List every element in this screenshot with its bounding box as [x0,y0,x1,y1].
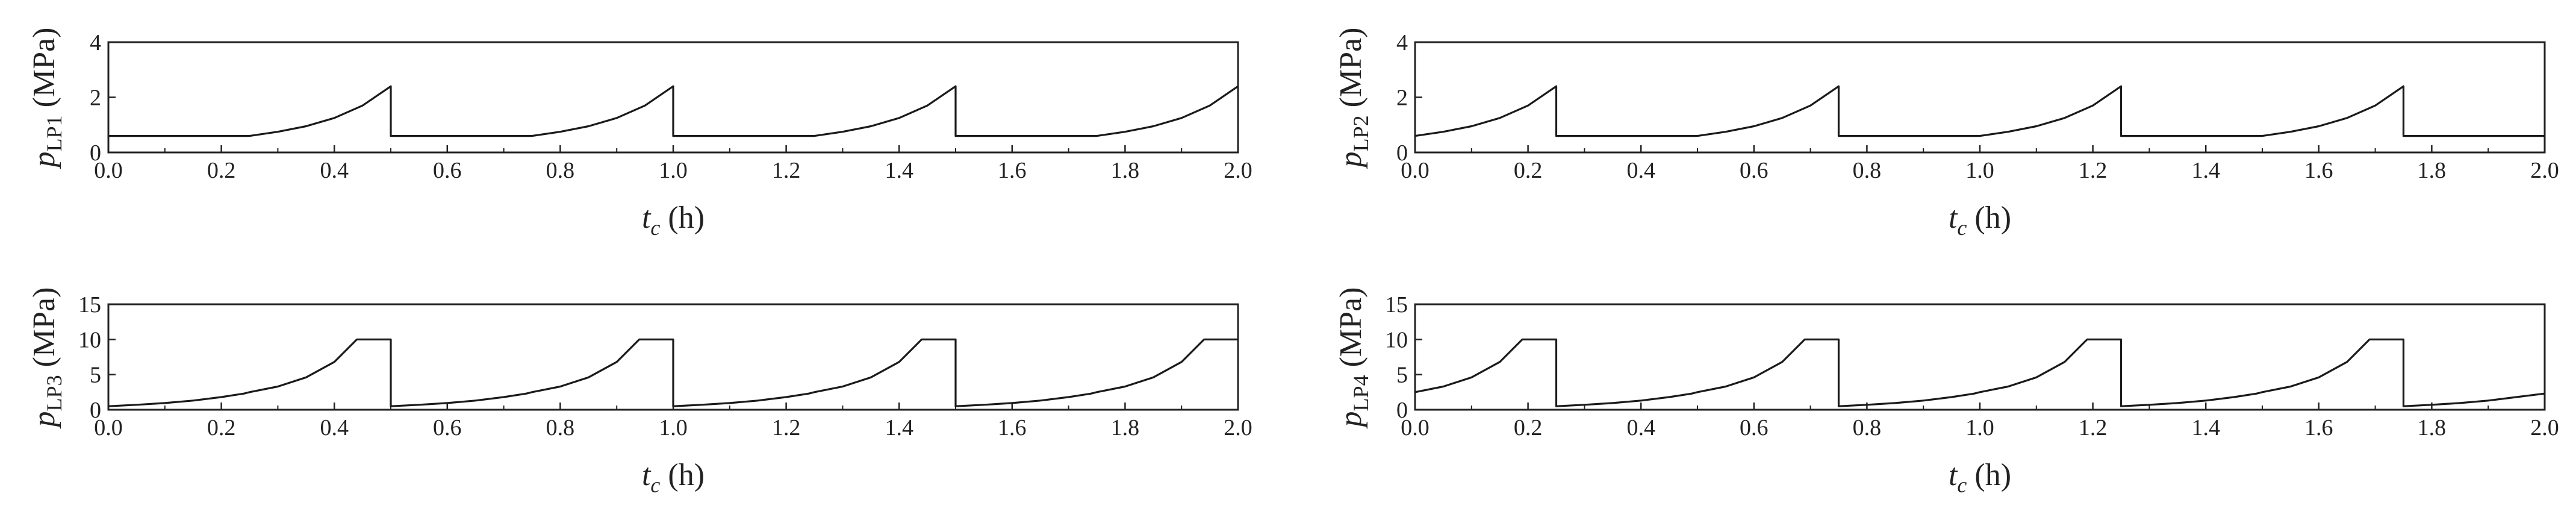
x-tick-label: 1.6 [998,158,1027,183]
x-tick-label: 0.4 [1626,415,1655,440]
x-tick-label: 0.0 [94,415,123,440]
y-tick-label: 5 [1396,363,1408,388]
x-tick-label: 0.6 [1740,415,1769,440]
y-tick-label: 4 [90,30,101,55]
y-tick-label: 10 [78,327,101,352]
x-tick-label: 2.0 [1224,415,1252,440]
x-tick-label: 1.4 [2191,158,2220,183]
x-axis-label: tc (h) [1949,458,2011,497]
x-tick-label: 0.8 [1853,158,1882,183]
chart-panel-2: 0.0 0.2 0.4 0.6 0.8 1.0 1.2 1.4 1.6 1.8 2.0 0 2 4 tc (… [1334,28,2559,240]
x-tick-label: 0.4 [320,415,349,440]
x-tick-label: 1.4 [885,158,913,183]
x-tick-label: 0.2 [1514,158,1543,183]
x-axis-label: tc (h) [642,201,705,240]
x-tick-label: 0.0 [94,158,123,183]
x-tick-label: 1.8 [1111,158,1140,183]
x-tick-label: 0.6 [1740,158,1769,183]
x-tick-label: 1.2 [772,158,801,183]
x-tick-label: 2.0 [1224,158,1252,183]
x-axis-label: tc (h) [1949,201,2011,240]
x-tick-label: 1.8 [2418,415,2447,440]
x-tick-label: 0.8 [1853,415,1882,440]
x-tick-label: 0.4 [320,158,349,183]
x-tick-label: 1.0 [1965,158,1994,183]
y-axis-label: pLP4 (MPa) [1334,287,1373,430]
x-tick-label: 0.2 [207,158,236,183]
y-tick-label: 10 [1385,327,1408,352]
y-tick-label: 4 [1396,30,1408,55]
x-tick-label: 1.2 [2079,415,2108,440]
y-tick-label: 0 [90,398,101,423]
x-tick-label: 0.4 [1626,158,1655,183]
x-tick-label: 1.0 [1965,415,1994,440]
x-tick-label: 1.8 [1111,415,1140,440]
x-tick-label: 0.0 [1401,158,1430,183]
series-line [108,338,1238,407]
series-line [1414,85,2545,137]
y-tick-label: 5 [90,363,101,388]
chart-panel-1: 0.0 0.2 0.4 0.6 0.8 1.0 1.2 1.4 1.6 1.8 2.0 0 2 4 tc (… [27,28,1252,240]
y-tick-label: 2 [90,86,101,111]
series-line [108,85,1239,137]
y-tick-label: 15 [78,292,101,318]
y-tick-label: 0 [1396,398,1408,423]
y-axis-label: pLP1 (MPa) [27,28,66,170]
y-axis-label: pLP3 (MPa) [27,287,66,430]
x-tick-label: 0.2 [1514,415,1543,440]
x-axis-label: tc (h) [642,458,705,497]
x-tick-label: 2.0 [2530,158,2559,183]
x-tick-label: 0.2 [207,415,236,440]
x-tick-label: 1.6 [2304,415,2333,440]
chart-panel-3: 0.0 0.2 0.4 0.6 0.8 1.0 1.2 1.4 1.6 1.8 2.0 0 5 10 15 t… [27,287,1252,497]
x-tick-label: 1.0 [659,415,688,440]
x-tick-label: 1.2 [772,415,801,440]
x-tick-label: 2.0 [2530,415,2559,440]
x-tick-label: 0.8 [546,158,575,183]
x-tick-label: 1.6 [2304,158,2333,183]
x-tick-label: 1.4 [885,415,913,440]
x-tick-label: 0.6 [433,158,462,183]
y-tick-label: 0 [1396,140,1408,166]
x-tick-label: 1.8 [2418,158,2447,183]
x-tick-label: 0.6 [433,415,462,440]
x-tick-label: 1.0 [659,158,688,183]
x-tick-label: 1.4 [2191,415,2220,440]
y-tick-label: 0 [90,140,101,166]
chart-panel-4: 0.0 0.2 0.4 0.6 0.8 1.0 1.2 1.4 1.6 1.8 2.0 0 5 10 15 t… [1334,287,2559,497]
y-tick-label: 2 [1396,86,1408,111]
x-tick-label: 1.6 [998,415,1027,440]
x-tick-label: 0.0 [1401,415,1430,440]
series-line [1414,338,2545,407]
y-tick-label: 15 [1385,292,1408,318]
y-axis-label: pLP2 (MPa) [1334,28,1373,170]
x-tick-label: 1.2 [2079,158,2108,183]
x-tick-label: 0.8 [546,415,575,440]
